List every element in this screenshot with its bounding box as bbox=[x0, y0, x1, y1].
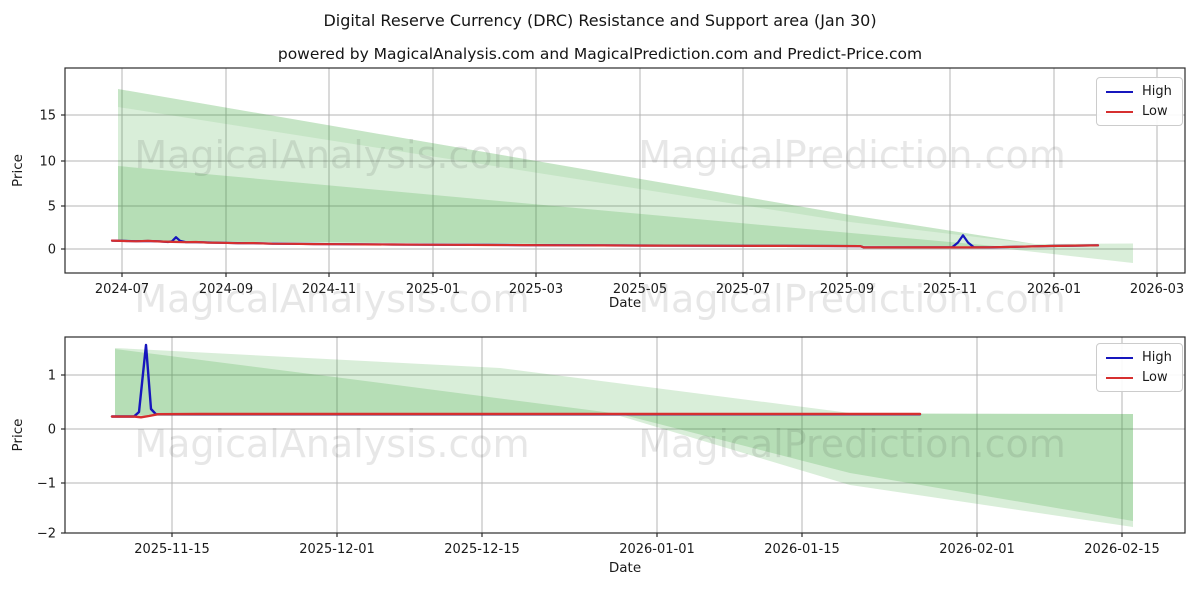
x-tick-label: 2025-07 bbox=[716, 282, 770, 297]
x-tick-label: 2026-02-15 bbox=[1084, 542, 1160, 557]
area-band-overlap-dark-right bbox=[620, 414, 1133, 521]
y-tick-label: 1 bbox=[48, 369, 56, 384]
x-tick-label: 2026-02-01 bbox=[939, 542, 1015, 557]
legend-bottom-chart: High Low bbox=[1096, 343, 1183, 392]
area-band-light bbox=[118, 89, 1133, 263]
y-tick-label: 0 bbox=[48, 243, 56, 258]
legend-label-low: Low bbox=[1142, 104, 1168, 119]
y-tick-label: 10 bbox=[39, 155, 56, 170]
legend-label-low: Low bbox=[1142, 370, 1168, 385]
high-line-swatch bbox=[1106, 90, 1133, 93]
watermark-text: MagicalAnalysis.com bbox=[134, 133, 529, 177]
legend-label-high: High bbox=[1142, 350, 1172, 365]
x-tick-label: 2026-01 bbox=[1027, 282, 1081, 297]
x-tick-label: 2026-01-15 bbox=[764, 542, 840, 557]
x-tick-label: 2025-11-15 bbox=[134, 542, 210, 557]
legend-top-chart: High Low bbox=[1096, 77, 1183, 126]
x-axis-label: Date bbox=[609, 295, 641, 311]
area-band-light bbox=[115, 348, 1133, 527]
chart-subtitle: powered by MagicalAnalysis.com and Magic… bbox=[277, 45, 923, 63]
x-tick-label: 2025-09 bbox=[820, 282, 874, 297]
series-line-low bbox=[110, 239, 1100, 249]
area-band-overlap-dark-left bbox=[115, 349, 620, 416]
x-tick-label: 2026-01-01 bbox=[619, 542, 695, 557]
x-tick-label: 2025-01 bbox=[406, 282, 460, 297]
y-axis-label: Price bbox=[10, 154, 26, 187]
legend-item-low: Low bbox=[1106, 104, 1172, 119]
plot-border bbox=[64, 67, 1186, 274]
y-tick-label: 15 bbox=[39, 109, 56, 124]
watermark-text: MagicalAnalysis.com bbox=[134, 277, 529, 321]
x-tick-label: 2024-09 bbox=[199, 282, 253, 297]
x-tick-label: 2025-12-01 bbox=[299, 542, 375, 557]
series-line-low bbox=[110, 412, 922, 419]
watermark-text: MagicalAnalysis.com bbox=[134, 422, 529, 466]
y-tick-label: 0 bbox=[48, 423, 56, 438]
x-tick-label: 2024-11 bbox=[302, 282, 356, 297]
x-tick-label: 2025-11 bbox=[923, 282, 977, 297]
y-tick-label: 5 bbox=[48, 200, 56, 215]
legend-label-high: High bbox=[1142, 84, 1172, 99]
x-tick-label: 2024-07 bbox=[95, 282, 149, 297]
watermark-text: MagicalPrediction.com bbox=[638, 133, 1066, 177]
low-line-swatch bbox=[1106, 110, 1133, 113]
low-line-swatch bbox=[1106, 376, 1133, 379]
legend-item-high: High bbox=[1106, 350, 1172, 365]
legend-item-low: Low bbox=[1106, 370, 1172, 385]
x-tick-label: 2025-03 bbox=[509, 282, 563, 297]
plot-border bbox=[64, 336, 1186, 534]
watermark-text: MagicalPrediction.com bbox=[638, 277, 1066, 321]
x-axis-label: Date bbox=[609, 560, 641, 576]
x-tick-label: 2025-12-15 bbox=[444, 542, 520, 557]
x-tick-label: 2025-05 bbox=[613, 282, 667, 297]
chart-title: Digital Reserve Currency (DRC) Resistanc… bbox=[323, 11, 877, 30]
y-tick-label: −1 bbox=[37, 477, 56, 492]
y-axis-label: Price bbox=[10, 419, 26, 452]
x-tick-label: 2026-03 bbox=[1130, 282, 1184, 297]
legend-item-high: High bbox=[1106, 84, 1172, 99]
area-band-overlap-dark bbox=[118, 166, 1000, 247]
high-line-swatch bbox=[1106, 356, 1133, 359]
watermark-text: MagicalPrediction.com bbox=[638, 422, 1066, 466]
y-tick-label: −2 bbox=[37, 527, 56, 542]
